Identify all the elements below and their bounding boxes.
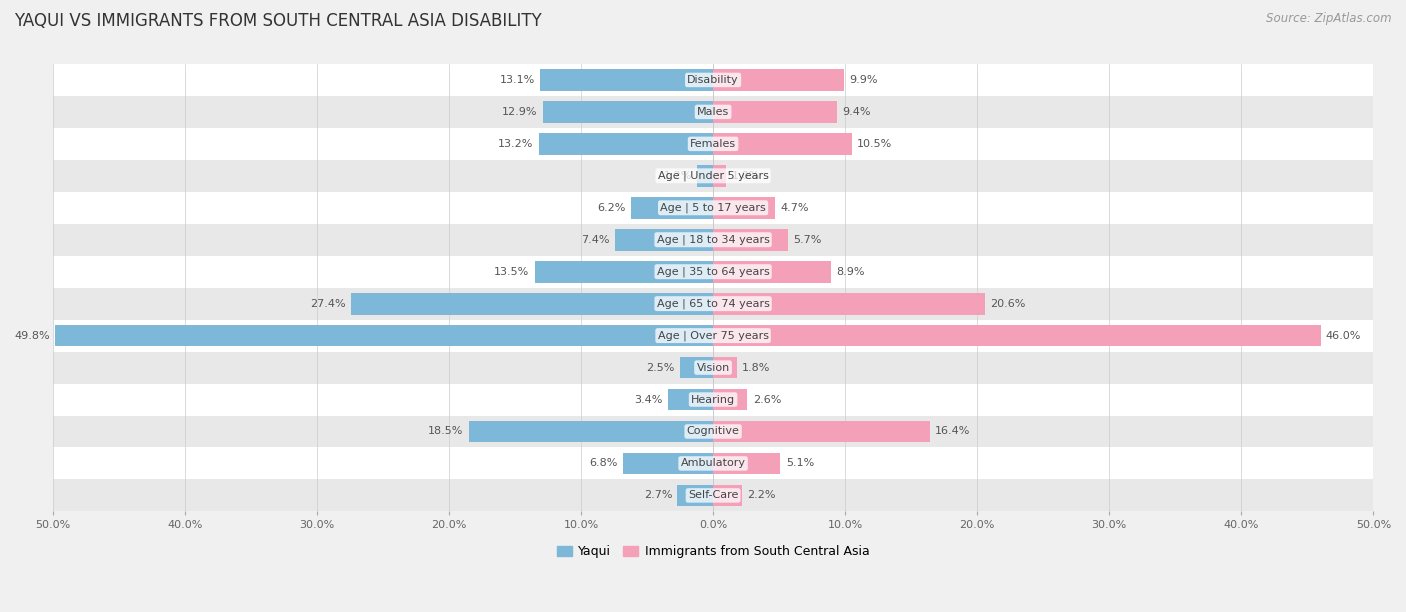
Text: Hearing: Hearing xyxy=(690,395,735,405)
Text: 6.2%: 6.2% xyxy=(598,203,626,213)
Text: 2.2%: 2.2% xyxy=(748,490,776,501)
Text: 6.8%: 6.8% xyxy=(589,458,619,468)
Bar xyxy=(53,384,1374,416)
Bar xyxy=(352,293,713,315)
Bar xyxy=(713,101,837,123)
Text: 2.6%: 2.6% xyxy=(752,395,782,405)
Text: 10.5%: 10.5% xyxy=(858,139,893,149)
Text: Males: Males xyxy=(697,107,730,117)
Text: 8.9%: 8.9% xyxy=(837,267,865,277)
Bar xyxy=(53,224,1374,256)
Text: Age | Over 75 years: Age | Over 75 years xyxy=(658,330,769,341)
Bar xyxy=(616,229,713,250)
Bar xyxy=(713,261,831,283)
Bar xyxy=(631,197,713,218)
Legend: Yaqui, Immigrants from South Central Asia: Yaqui, Immigrants from South Central Asi… xyxy=(551,540,875,563)
Bar xyxy=(534,261,713,283)
Bar xyxy=(53,160,1374,192)
Bar xyxy=(713,165,727,187)
Bar xyxy=(53,128,1374,160)
Text: Age | Under 5 years: Age | Under 5 years xyxy=(658,171,769,181)
Bar xyxy=(713,293,986,315)
Bar xyxy=(53,351,1374,384)
Bar xyxy=(53,64,1374,96)
Text: 2.5%: 2.5% xyxy=(647,362,675,373)
Text: 2.7%: 2.7% xyxy=(644,490,672,501)
Text: Age | 5 to 17 years: Age | 5 to 17 years xyxy=(661,203,766,213)
Text: Vision: Vision xyxy=(696,362,730,373)
Text: 3.4%: 3.4% xyxy=(634,395,662,405)
Bar xyxy=(713,229,789,250)
Bar xyxy=(53,416,1374,447)
Bar xyxy=(53,479,1374,512)
Bar xyxy=(713,357,737,378)
Bar xyxy=(678,485,713,506)
Bar xyxy=(55,325,713,346)
Bar xyxy=(53,192,1374,224)
Bar xyxy=(468,420,713,442)
Text: Age | 18 to 34 years: Age | 18 to 34 years xyxy=(657,234,769,245)
Bar xyxy=(713,325,1320,346)
Text: 16.4%: 16.4% xyxy=(935,427,970,436)
Bar xyxy=(538,133,713,155)
Bar xyxy=(53,96,1374,128)
Bar xyxy=(697,165,713,187)
Text: 13.1%: 13.1% xyxy=(499,75,534,85)
Text: Disability: Disability xyxy=(688,75,740,85)
Bar xyxy=(540,69,713,91)
Text: Ambulatory: Ambulatory xyxy=(681,458,745,468)
Text: 49.8%: 49.8% xyxy=(14,330,51,341)
Bar xyxy=(668,389,713,411)
Bar xyxy=(713,69,844,91)
Bar xyxy=(53,256,1374,288)
Text: 5.7%: 5.7% xyxy=(793,235,823,245)
Text: 1.0%: 1.0% xyxy=(731,171,759,181)
Text: Age | 65 to 74 years: Age | 65 to 74 years xyxy=(657,299,769,309)
Text: Females: Females xyxy=(690,139,737,149)
Bar xyxy=(713,420,929,442)
Text: 1.2%: 1.2% xyxy=(664,171,692,181)
Text: Cognitive: Cognitive xyxy=(686,427,740,436)
Bar xyxy=(713,197,775,218)
Text: 46.0%: 46.0% xyxy=(1326,330,1361,341)
Text: Age | 35 to 64 years: Age | 35 to 64 years xyxy=(657,266,769,277)
Bar xyxy=(681,357,713,378)
Bar xyxy=(713,133,852,155)
Text: 4.7%: 4.7% xyxy=(780,203,808,213)
Bar xyxy=(713,389,748,411)
Bar xyxy=(53,447,1374,479)
Text: 5.1%: 5.1% xyxy=(786,458,814,468)
Text: 9.4%: 9.4% xyxy=(842,107,870,117)
Text: 13.2%: 13.2% xyxy=(498,139,533,149)
Text: 12.9%: 12.9% xyxy=(502,107,537,117)
Text: 1.8%: 1.8% xyxy=(742,362,770,373)
Bar xyxy=(713,453,780,474)
Text: 18.5%: 18.5% xyxy=(427,427,464,436)
Text: 27.4%: 27.4% xyxy=(311,299,346,308)
Bar xyxy=(543,101,713,123)
Text: YAQUI VS IMMIGRANTS FROM SOUTH CENTRAL ASIA DISABILITY: YAQUI VS IMMIGRANTS FROM SOUTH CENTRAL A… xyxy=(14,12,541,30)
Bar xyxy=(713,485,742,506)
Text: Source: ZipAtlas.com: Source: ZipAtlas.com xyxy=(1267,12,1392,25)
Text: Self-Care: Self-Care xyxy=(688,490,738,501)
Bar xyxy=(623,453,713,474)
Bar xyxy=(53,319,1374,351)
Bar xyxy=(53,288,1374,319)
Text: 20.6%: 20.6% xyxy=(990,299,1026,308)
Text: 7.4%: 7.4% xyxy=(582,235,610,245)
Text: 9.9%: 9.9% xyxy=(849,75,877,85)
Text: 13.5%: 13.5% xyxy=(495,267,530,277)
